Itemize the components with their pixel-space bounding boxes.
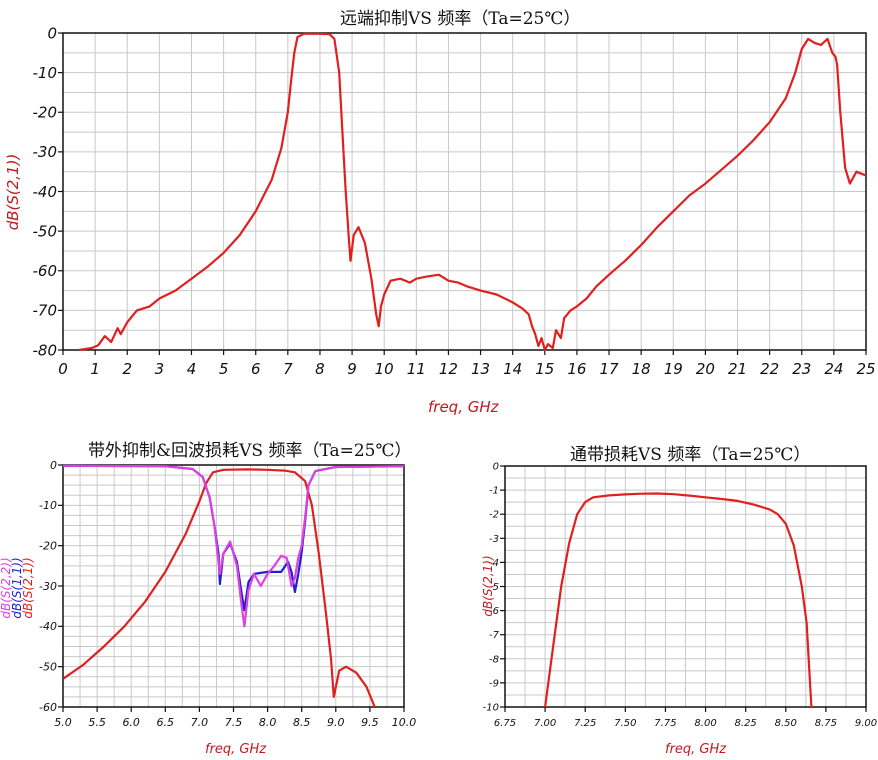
y-tick-label: -30 [33, 143, 58, 161]
x-tick-label: 2 [122, 360, 132, 378]
x-tick-label: 21 [728, 360, 747, 378]
x-tick-label: 18 [632, 360, 651, 378]
x-tick-label: 7.50 [614, 718, 636, 729]
x-tick-label: 0 [58, 360, 68, 378]
series-line-db-s-2-2- [63, 464, 404, 628]
x-tick-label: 8.00 [694, 718, 716, 729]
x-tick-label: 7.0 [191, 716, 209, 729]
x-tick-label: 10 [375, 360, 394, 378]
y-tick-label: -5 [489, 582, 499, 593]
series-line-db-s-2-1- [63, 468, 376, 708]
x-tick-label: 16 [567, 360, 586, 378]
x-tick-label: 8.75 [815, 718, 837, 729]
y-tick-label: -10 [483, 703, 499, 714]
x-tick-label: 5 [219, 360, 229, 378]
x-axis-label-passband-loss: freq, GHz [665, 742, 727, 757]
x-tick-label: 7.75 [654, 718, 676, 729]
x-tick-label: 19 [664, 360, 683, 378]
x-tick-label: 3 [155, 360, 165, 378]
x-tick-label: 7.00 [534, 718, 556, 729]
x-tick-label: 9.00 [855, 718, 877, 729]
x-tick-label: 7.25 [574, 718, 596, 729]
x-tick-label: 1 [90, 360, 100, 378]
y-tick-label: -40 [33, 183, 58, 201]
chart-title-passband-loss: 通带损耗VS 频率（Ta=25℃） [570, 445, 811, 465]
x-tick-label: 8.0 [259, 716, 277, 729]
x-tick-label: 10.0 [392, 716, 417, 729]
y-tick-label: -80 [33, 341, 58, 359]
y-tick-label: -70 [33, 302, 58, 320]
x-tick-label: 8.5 [293, 716, 311, 729]
y-tick-label: -8 [489, 654, 499, 665]
y-axis-label: dB(S(2,1)) [4, 154, 22, 231]
x-tick-label: 9.5 [361, 716, 379, 729]
plot-far_end: 0 1 2 3 4 5 6 7 8 9 10 11 12 13 14 15 16 17 18 19 20 21 22 23 24… [4, 24, 876, 378]
y-axis-label: dB(S(2,2)) [0, 557, 13, 618]
x-tick-label: 15 [535, 360, 554, 378]
y-tick-label: -20 [33, 104, 58, 122]
x-tick-label: 23 [792, 360, 811, 378]
x-tick-label: 5.5 [88, 716, 106, 729]
y-tick-label: -40 [39, 620, 57, 633]
x-tick-label: 24 [824, 360, 843, 378]
x-tick-label: 9.0 [327, 716, 345, 729]
x-tick-label: 7.5 [225, 716, 243, 729]
y-tick-label: -30 [39, 580, 57, 593]
y-tick-label: -10 [39, 499, 57, 512]
plot-outband_return: 5.0 5.5 6.0 6.5 7.0 7.5 8.0 8.5 9.0 9.5 10.0 0 -10 -2… [0, 459, 416, 729]
x-tick-label: 5.0 [54, 716, 72, 729]
x-tick-label: 25 [856, 360, 875, 378]
series-line-db-s-2-1- [544, 492, 813, 708]
x-tick-label: 8.50 [775, 718, 797, 729]
series-line-db-s-2-1- [78, 32, 866, 352]
x-tick-label: 9 [347, 360, 357, 378]
x-tick-label: 20 [696, 360, 715, 378]
y-tick-label: -50 [39, 661, 57, 674]
y-tick-label: -2 [489, 510, 499, 521]
y-tick-label: 0 [493, 462, 499, 473]
x-tick-label: 17 [599, 360, 619, 378]
y-tick-label: 0 [47, 24, 57, 42]
y-tick-label: -9 [489, 678, 499, 689]
y-tick-label: 0 [50, 459, 57, 472]
y-tick-label: -60 [39, 701, 57, 714]
x-tick-label: 11 [407, 360, 426, 378]
x-tick-label: 4 [187, 360, 197, 378]
y-tick-label: -4 [489, 558, 499, 569]
x-tick-label: 22 [760, 360, 779, 378]
chart-title-outband-return: 带外抑制&回波损耗VS 频率（Ta=25℃） [88, 441, 412, 461]
y-axis-label: dB(S(2,1)) [21, 557, 35, 618]
y-tick-label: -10 [33, 64, 58, 82]
x-axis-label-outband-return: freq, GHz [205, 742, 267, 757]
plot-passband_loss: 6.75 7.00 7.25 7.50 7.75 8.00 8.25 8.50 8.75 9.00… [481, 462, 877, 730]
y-tick-label: -1 [489, 486, 499, 497]
x-tick-label: 8.25 [735, 718, 757, 729]
y-tick-label: -60 [33, 262, 58, 280]
y-tick-label: -6 [489, 606, 499, 617]
y-tick-label: -7 [489, 630, 500, 641]
chart-title-far-end: 远端抑制VS 频率（Ta=25℃） [340, 9, 581, 29]
y-tick-label: -20 [39, 540, 57, 553]
y-tick-label: -3 [489, 534, 499, 545]
x-tick-label: 14 [503, 360, 522, 378]
x-tick-label: 7 [283, 360, 293, 378]
x-tick-label: 8 [315, 360, 325, 378]
y-tick-label: -50 [33, 222, 58, 240]
x-tick-label: 6.75 [494, 718, 516, 729]
x-tick-label: 6.5 [157, 716, 175, 729]
x-tick-label: 6 [251, 360, 261, 378]
y-axis-label: dB(S(2,1)) [481, 555, 495, 616]
x-tick-label: 12 [439, 360, 458, 378]
x-tick-label: 6.0 [122, 716, 140, 729]
x-axis-label-far-end: freq, GHz [428, 398, 499, 416]
x-tick-label: 13 [471, 360, 490, 378]
y-axis-label: dB(S(1,1)) [10, 557, 24, 618]
